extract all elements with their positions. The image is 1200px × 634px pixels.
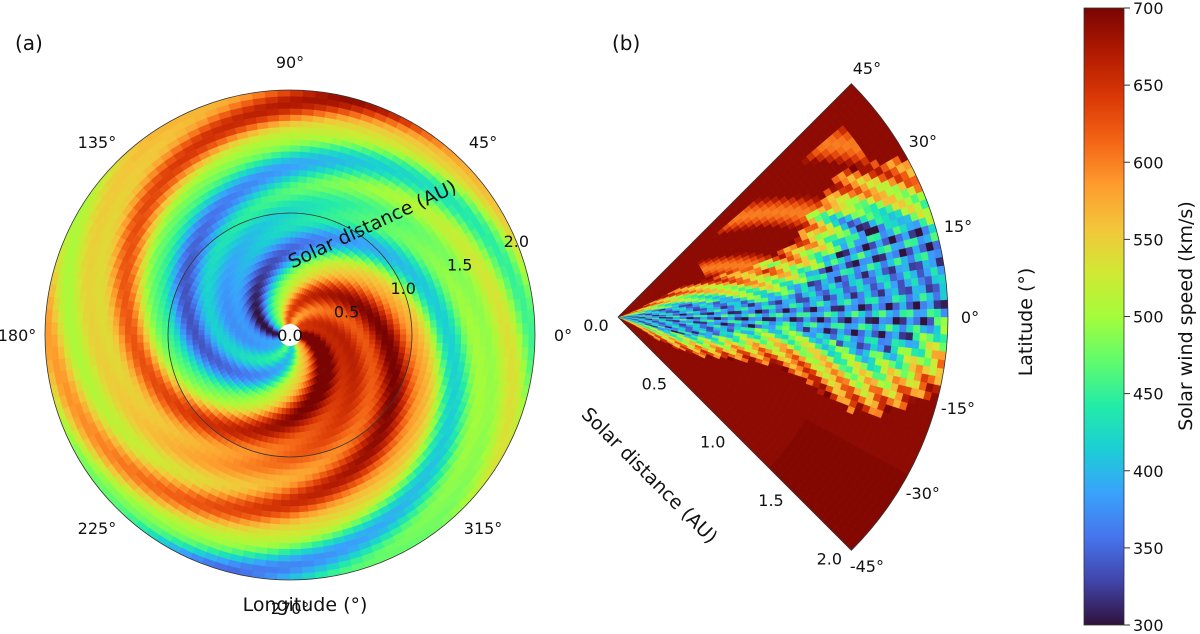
longitude-tick-label: 270° — [271, 599, 310, 618]
colorbar: 300 350 400 450 500 550 600 650 700 Solar wind s… — [1083, 0, 1197, 634]
radial-tick-label: 1.5 — [447, 256, 472, 275]
colorbar-tick-label: 450 — [1133, 385, 1164, 404]
colorbar-tick-label: 500 — [1133, 308, 1164, 327]
colorbar-tick-label: 300 — [1133, 616, 1164, 634]
colorbar-label: Solar wind speed (km/s) — [1175, 201, 1197, 431]
latitude-tick-label: -15° — [941, 399, 975, 418]
panel-a-1au-circle — [167, 212, 413, 458]
panel-b-wedge-outline — [617, 83, 949, 551]
longitude-tick-label: 315° — [464, 519, 503, 538]
panel-a-longitude-ticks: 0° 45° 90° 135° 180° 225° 270° 315° — [0, 53, 572, 618]
longitude-tick-label: 225° — [78, 519, 117, 538]
panel-a-longitude-axis-label: Longitude (°) — [243, 594, 368, 616]
latitude-tick-label: 0° — [961, 308, 979, 327]
latitude-tick-label: 15° — [944, 217, 972, 236]
colorbar-tick-label: 700 — [1133, 0, 1164, 18]
colorbar-ticks: 300 350 400 450 500 550 600 650 700 — [1124, 0, 1164, 634]
panel-b-latitude-wedge: 45°30°15°0°-15°-30°-45° 0.00.51.01.52.0 … — [577, 31, 1037, 576]
panel-b-radial-axis-label: Solar distance (AU) — [577, 403, 722, 548]
panel-a-sun-hole — [279, 324, 301, 346]
colorbar-tick-label: 400 — [1133, 462, 1164, 481]
colorbar-tick-label: 650 — [1133, 76, 1164, 95]
latitude-tick-label: -30° — [906, 484, 940, 503]
panel-b-latitude-ticks: 45° 30° 15° 0° -15° -30° -45° — [850, 59, 979, 576]
longitude-tick-label: 135° — [78, 133, 117, 152]
panel-a-speed-field — [45, 90, 535, 580]
radial-tick-label: 0.0 — [583, 316, 608, 335]
radial-tick-label: 1.0 — [700, 433, 725, 452]
panel-b-speed-field — [618, 83, 948, 551]
radial-tick-label: 1.0 — [390, 279, 415, 298]
latitude-tick-label: -45° — [850, 557, 884, 576]
panel-a-outer-circle — [44, 89, 536, 581]
colorbar-tick-label: 350 — [1133, 539, 1164, 558]
panel-b-latitude-axis-label: Latitude (°) — [1015, 268, 1037, 377]
panel-a-label: (a) — [15, 31, 43, 55]
latitude-tick-label: 45° — [853, 59, 881, 78]
radial-tick-label: 0.5 — [642, 374, 667, 393]
panel-b-label: (b) — [612, 31, 640, 55]
latitude-tick-label: 30° — [909, 132, 937, 151]
radial-tick-label: 2.0 — [504, 232, 529, 251]
radial-tick-label: 0.0 — [277, 326, 302, 345]
longitude-tick-label: 0° — [554, 326, 572, 345]
longitude-tick-label: 180° — [0, 326, 36, 345]
colorbar-tick-label: 550 — [1133, 230, 1164, 249]
panel-a-polar-map: 0° 45° 90° 135° 180° 225° 270° 315° 0.0 0.5 1.0 1.… — [0, 31, 572, 618]
panel-a-radial-ticks: 0.0 0.5 1.0 1.5 2.0 — [277, 232, 529, 345]
radial-tick-label: 0.5 — [334, 303, 359, 322]
longitude-tick-label: 90° — [276, 53, 304, 72]
panel-b-radial-ticks: 0.0 0.5 1.0 1.5 2.0 — [583, 316, 842, 568]
colorbar-tick-label: 600 — [1133, 153, 1164, 172]
radial-tick-label: 1.5 — [758, 491, 783, 510]
longitude-tick-label: 45° — [469, 133, 497, 152]
radial-tick-label: 2.0 — [817, 549, 842, 568]
colorbar-gradient — [1083, 7, 1125, 626]
